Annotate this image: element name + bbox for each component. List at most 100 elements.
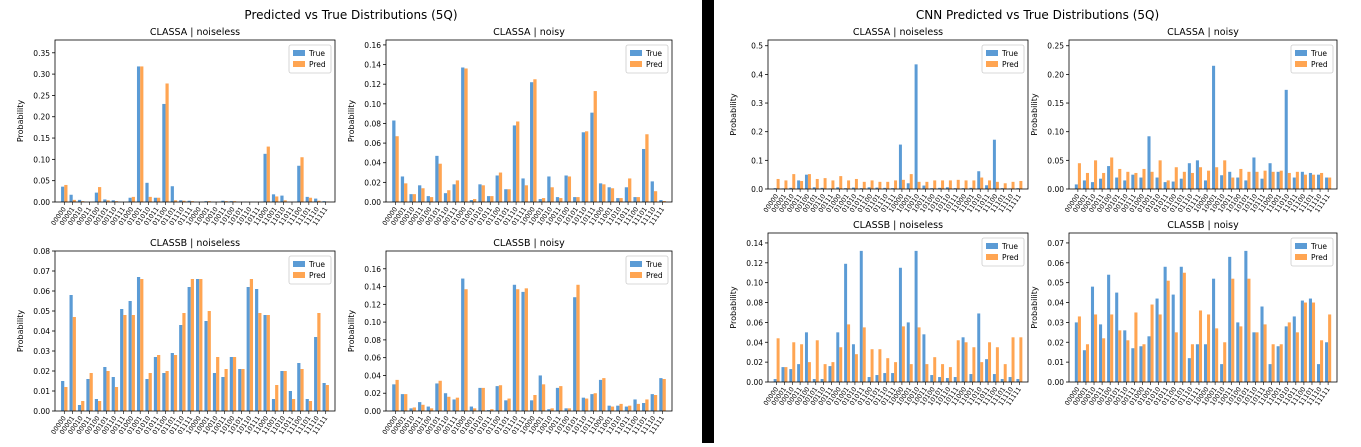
bar-pred — [1215, 167, 1218, 189]
bar-true — [513, 285, 516, 411]
bar-pred — [1207, 171, 1210, 189]
bar-true — [504, 400, 507, 411]
bar-pred — [878, 349, 881, 382]
bar-true — [280, 371, 283, 411]
y-tick-label: 0.16 — [364, 41, 381, 50]
y-tick-label: 0.12 — [364, 80, 381, 89]
bar-pred — [1288, 322, 1291, 382]
bar-pred — [792, 174, 795, 189]
bar-pred — [149, 373, 152, 411]
y-tick-label: 0.06 — [364, 354, 381, 363]
y-tick-label: 0.02 — [364, 178, 381, 187]
y-tick-label: 0.20 — [33, 113, 50, 122]
bar-pred — [1126, 340, 1129, 382]
bar-pred — [132, 315, 135, 411]
bar-pred — [115, 387, 118, 411]
bar-true — [608, 187, 611, 202]
subplot-title: CLASSB | noisy — [493, 238, 565, 249]
bar-true — [985, 185, 988, 189]
bar-pred — [568, 176, 571, 202]
y-tick-label: 0.08 — [364, 119, 381, 128]
y-tick-label: 0.06 — [33, 287, 50, 296]
bar-pred — [1223, 342, 1226, 382]
bar-pred — [933, 357, 936, 382]
bar-pred — [326, 385, 329, 411]
bar-true — [179, 325, 182, 411]
bar-pred — [925, 182, 928, 189]
bar-true — [1001, 379, 1004, 382]
bar-pred — [619, 198, 622, 202]
bar-true — [1204, 344, 1207, 382]
y-tick-label: 0.25 — [33, 91, 50, 100]
bar-pred — [1231, 178, 1234, 189]
bar-pred — [611, 188, 614, 202]
bar-true — [504, 189, 507, 202]
legend-label-true: True — [308, 49, 325, 58]
legend-label-pred: Pred — [1002, 253, 1019, 262]
bar-true — [401, 176, 404, 202]
y-tick-label: 0.00 — [33, 198, 50, 207]
bar-true — [590, 394, 593, 411]
bar-true — [1156, 178, 1159, 189]
bar-true — [1277, 172, 1280, 189]
figure-divider — [702, 0, 714, 443]
bar-pred — [157, 198, 160, 202]
bar-pred — [73, 317, 76, 411]
bar-true — [651, 394, 654, 411]
y-tick-label: 0.4 — [751, 70, 763, 79]
bar-pred — [64, 387, 67, 411]
bar-true — [1196, 160, 1199, 189]
bar-pred — [972, 180, 975, 189]
bar-true — [392, 121, 395, 202]
y-tick-label: 0.35 — [33, 49, 50, 58]
bar-pred — [1239, 169, 1242, 189]
bar-pred — [941, 180, 944, 189]
bar-true — [1260, 179, 1263, 189]
bar-true — [1317, 175, 1320, 189]
bar-pred — [1255, 332, 1258, 382]
y-tick-label: 0.15 — [1047, 99, 1064, 108]
bar-pred — [1126, 172, 1129, 189]
bar-true — [547, 176, 550, 202]
bar-pred — [996, 182, 999, 189]
bar-true — [78, 405, 81, 411]
bar-true — [891, 373, 894, 382]
bar-pred — [808, 362, 811, 382]
bar-pred — [456, 180, 459, 202]
bar-true — [1269, 364, 1272, 382]
bar-pred — [816, 340, 819, 382]
bar-true — [461, 67, 464, 202]
bar-pred — [123, 315, 126, 411]
bar-true — [969, 374, 972, 382]
bar-pred — [980, 178, 983, 189]
bar-true — [564, 175, 567, 202]
bar-true — [496, 175, 499, 202]
bar-true — [323, 383, 326, 411]
y-axis-label: Probability — [16, 310, 25, 353]
y-tick-label: 0.00 — [1047, 378, 1064, 387]
bar-pred — [533, 79, 536, 202]
bar-pred — [1183, 172, 1186, 189]
bar-pred — [871, 180, 874, 189]
bar-pred — [300, 157, 303, 202]
subplot-title: CLASSA | noiseless — [150, 27, 240, 38]
bar-true — [521, 178, 524, 202]
bar-true — [962, 337, 965, 382]
bar-true — [1252, 332, 1255, 382]
bar-true — [539, 199, 542, 202]
bar-pred — [309, 401, 312, 411]
bar-pred — [482, 388, 485, 411]
subplot: CLASSA | noiseless0.00.10.20.30.40.5Prob… — [729, 27, 1028, 214]
bar-true — [1123, 330, 1126, 382]
bar-pred — [225, 369, 228, 411]
bar-true — [70, 295, 73, 411]
bar-true — [95, 399, 98, 411]
bar-pred — [594, 393, 597, 411]
bar-true — [444, 393, 447, 411]
bar-pred — [800, 344, 803, 382]
bar-pred — [90, 373, 93, 411]
bar-pred — [421, 188, 424, 202]
